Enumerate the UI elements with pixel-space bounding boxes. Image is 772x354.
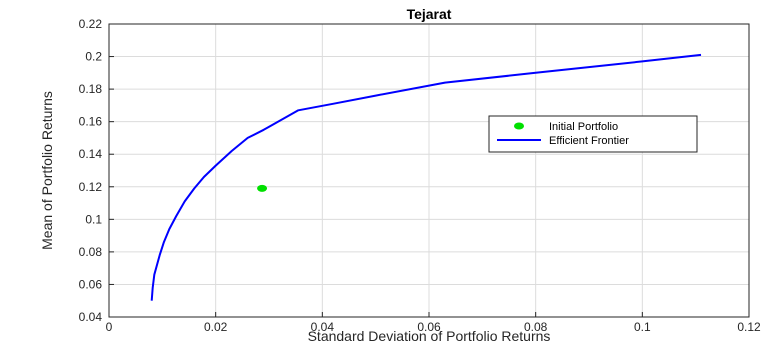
- legend-box: [488, 115, 698, 153]
- y-tick-label: 0.22: [79, 17, 103, 31]
- x-tick-label: 0.06: [417, 320, 441, 334]
- x-tick-label: 0: [106, 320, 113, 334]
- x-axis-label: Standard Deviation of Portfolio Returns: [308, 328, 551, 344]
- x-tick-label: 0.12: [737, 320, 761, 334]
- chart-title: Tejarat: [407, 6, 452, 22]
- efficient-frontier-line: [150, 53, 702, 301]
- y-tick-label: 0.06: [79, 277, 103, 291]
- y-tick-label: 0.1: [85, 212, 102, 226]
- y-tick-label: 0.08: [79, 245, 103, 259]
- legend-marker-swatch: [514, 122, 524, 130]
- y-tick-label: 0.12: [79, 180, 103, 194]
- legend-label: Efficient Frontier: [549, 135, 629, 147]
- legend-label: Initial Portfolio: [549, 121, 618, 133]
- y-tick-label: 0.04: [79, 310, 103, 324]
- x-tick-label: 0.04: [311, 320, 335, 334]
- y-tick-label: 0.2: [85, 50, 102, 64]
- y-tick-label: 0.16: [79, 115, 103, 129]
- legend: Initial Portfolio Efficient Frontier: [488, 115, 698, 153]
- initial-portfolio-point: [257, 184, 268, 192]
- x-tick-label: 0.1: [634, 320, 651, 334]
- y-tick-label: 0.18: [79, 82, 103, 96]
- y-axis-label: Mean of Portfolio Returns: [39, 91, 55, 250]
- x-tick-label: 0.08: [524, 320, 548, 334]
- axis-ticks: 0 0.02 0.04 0.06 0.08 0.1 0.12 0.04 0.06 0.08 0.1 0…: [79, 17, 761, 334]
- y-tick-label: 0.14: [79, 147, 103, 161]
- series-layer: [150, 53, 702, 301]
- x-tick-label: 0.02: [204, 320, 228, 334]
